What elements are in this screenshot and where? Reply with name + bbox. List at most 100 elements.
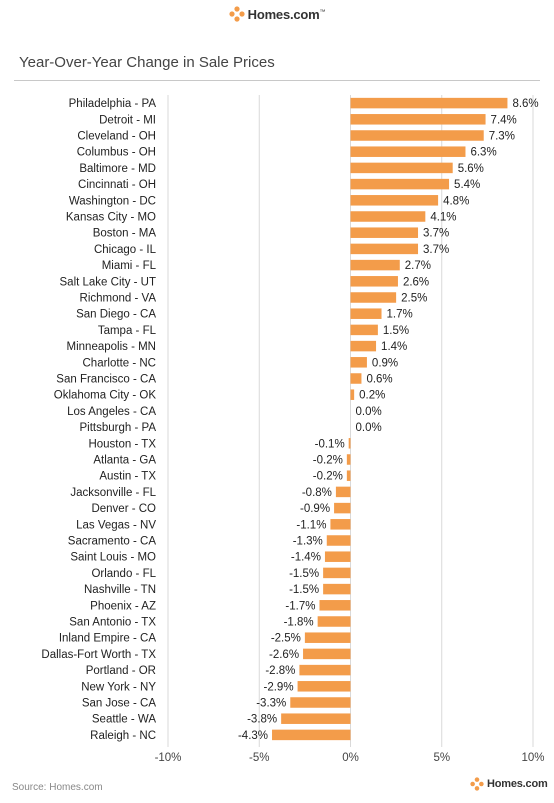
- bar: [350, 243, 419, 255]
- bar: [281, 713, 351, 724]
- category-label: Salt Lake City - UT: [60, 276, 157, 288]
- category-label: Houston - TX: [88, 438, 156, 450]
- category-label: Kansas City - MO: [66, 212, 156, 224]
- category-label: Columbus - OH: [77, 147, 156, 159]
- bar: [297, 681, 351, 692]
- bar: [303, 648, 351, 660]
- category-label: Saint Louis - MO: [70, 552, 156, 564]
- category-label: Portland - OR: [86, 665, 156, 677]
- category-label: Jacksonville - FL: [70, 487, 156, 499]
- homes-logo-icon: [229, 6, 245, 22]
- bar: [350, 97, 508, 109]
- bar: [350, 211, 426, 222]
- category-label: Philadelphia - PA: [69, 98, 157, 110]
- bar: [317, 616, 351, 627]
- bar: [350, 357, 367, 368]
- category-label: Richmond - VA: [80, 293, 157, 305]
- bar: [350, 308, 382, 319]
- bar: [350, 130, 484, 141]
- bar: [319, 600, 351, 611]
- data-label: -0.1%: [315, 438, 345, 450]
- x-tick-label: 10%: [521, 752, 544, 764]
- data-label: 7.3%: [489, 131, 515, 143]
- category-label: Washington - DC: [69, 195, 156, 207]
- bar: [350, 146, 466, 157]
- category-label: Phoenix - AZ: [90, 600, 156, 612]
- data-label: 0.9%: [372, 357, 398, 369]
- bar: [350, 259, 400, 271]
- bar: [350, 178, 450, 190]
- bar: [346, 454, 351, 465]
- category-label: Oklahoma City - OK: [54, 390, 157, 402]
- category-label: Austin - TX: [99, 471, 156, 483]
- category-label: San Diego - CA: [76, 309, 156, 321]
- bar: [335, 486, 351, 498]
- bar: [323, 567, 351, 579]
- bar: [350, 276, 398, 287]
- data-label: -1.7%: [285, 600, 315, 612]
- category-label: Inland Empire - CA: [59, 633, 156, 645]
- bar: [350, 162, 453, 174]
- data-label: 0.0%: [356, 422, 382, 434]
- data-label: 0.2%: [359, 390, 385, 402]
- data-label: 1.5%: [383, 325, 409, 337]
- chart-title: Year-Over-Year Change in Sale Prices: [19, 54, 275, 71]
- category-label: Charlotte - NC: [83, 357, 157, 369]
- category-label: Atlanta - GA: [93, 455, 156, 467]
- bar: [304, 632, 351, 643]
- bar: [350, 227, 419, 238]
- x-tick-label: 5%: [433, 752, 450, 764]
- data-label: 4.1%: [430, 212, 456, 224]
- bar: [350, 340, 377, 352]
- category-label: Las Vegas - NV: [76, 519, 156, 531]
- data-label: -2.6%: [269, 649, 299, 661]
- x-tick-label: 0%: [342, 752, 359, 764]
- data-label: -0.2%: [313, 455, 343, 467]
- category-label: Detroit - MI: [99, 114, 156, 126]
- category-label: Minneapolis - MN: [67, 341, 156, 353]
- data-label: 0.0%: [356, 406, 382, 418]
- data-label: -1.5%: [289, 568, 319, 580]
- top-bar: Homes.com™: [0, 0, 554, 28]
- category-label: Sacramento - CA: [68, 536, 157, 548]
- category-label: San Antonio - TX: [69, 617, 156, 629]
- brand-name: Homes.com™: [247, 6, 326, 22]
- data-label: -0.8%: [302, 487, 332, 499]
- data-label: 2.6%: [403, 276, 429, 288]
- title-divider: [14, 80, 540, 81]
- category-label: Boston - MA: [93, 228, 157, 240]
- category-label: San Francisco - CA: [56, 374, 156, 386]
- data-label: -4.3%: [238, 730, 268, 742]
- bar: [323, 583, 351, 595]
- bar: [348, 438, 351, 449]
- category-label: Pittsburgh - PA: [80, 422, 157, 434]
- bar: [350, 373, 362, 384]
- category-label: Chicago - IL: [94, 244, 157, 256]
- bar: [350, 324, 378, 336]
- footer-brand-name: Homes.com: [487, 778, 548, 790]
- data-label: -1.8%: [284, 617, 314, 629]
- data-label: 5.4%: [454, 179, 480, 191]
- category-label: Miami - FL: [102, 260, 157, 272]
- category-label: Tampa - FL: [98, 325, 157, 337]
- category-label: Denver - CO: [91, 503, 156, 515]
- data-label: 1.4%: [381, 341, 407, 353]
- bar: [350, 195, 439, 206]
- footer-brand-logo: Homes.com: [470, 777, 548, 791]
- category-label: San Jose - CA: [82, 698, 156, 710]
- brand-logo: Homes.com™: [229, 6, 326, 22]
- data-label: 1.7%: [387, 309, 413, 321]
- bar: [350, 389, 355, 400]
- data-label: -3.8%: [247, 714, 277, 726]
- bar: [272, 729, 351, 741]
- data-label: 8.6%: [512, 98, 538, 110]
- bar: [330, 519, 351, 530]
- category-label: New York - NY: [81, 681, 156, 693]
- category-label: Nashville - TN: [84, 584, 156, 596]
- data-label: 3.7%: [423, 244, 449, 256]
- category-label: Raleigh - NC: [90, 730, 156, 742]
- data-label: -2.9%: [264, 681, 294, 693]
- x-tick-label: -10%: [155, 752, 182, 764]
- data-label: 4.8%: [443, 195, 469, 207]
- category-label: Baltimore - MD: [79, 163, 156, 175]
